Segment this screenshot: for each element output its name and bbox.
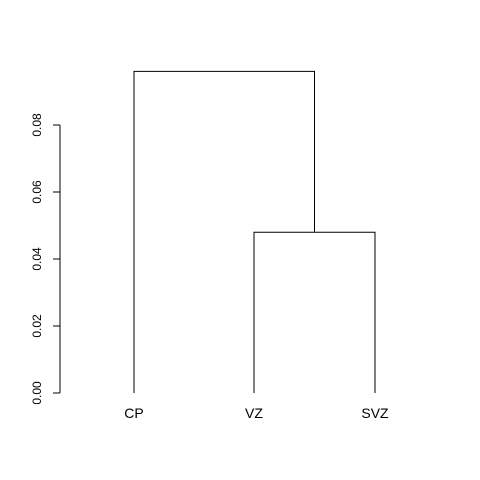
merge-branch-2 xyxy=(133,70,315,393)
y-tick-label: 0.00 xyxy=(30,381,44,405)
leaf-label-svz: SVZ xyxy=(361,405,389,421)
leaf-labels: CP VZ SVZ xyxy=(124,405,389,421)
dendrogram-branches xyxy=(133,70,376,393)
y-axis: 0.00 0.02 0.04 0.06 0.08 xyxy=(30,113,61,405)
y-tick-label: 0.02 xyxy=(30,314,44,338)
merge-branch-1 xyxy=(253,231,376,393)
y-tick-label: 0.08 xyxy=(30,113,44,137)
leaf-label-cp: CP xyxy=(124,405,143,421)
y-tick-label: 0.04 xyxy=(30,247,44,271)
y-tick-label: 0.06 xyxy=(30,180,44,204)
leaf-label-vz: VZ xyxy=(245,405,263,421)
